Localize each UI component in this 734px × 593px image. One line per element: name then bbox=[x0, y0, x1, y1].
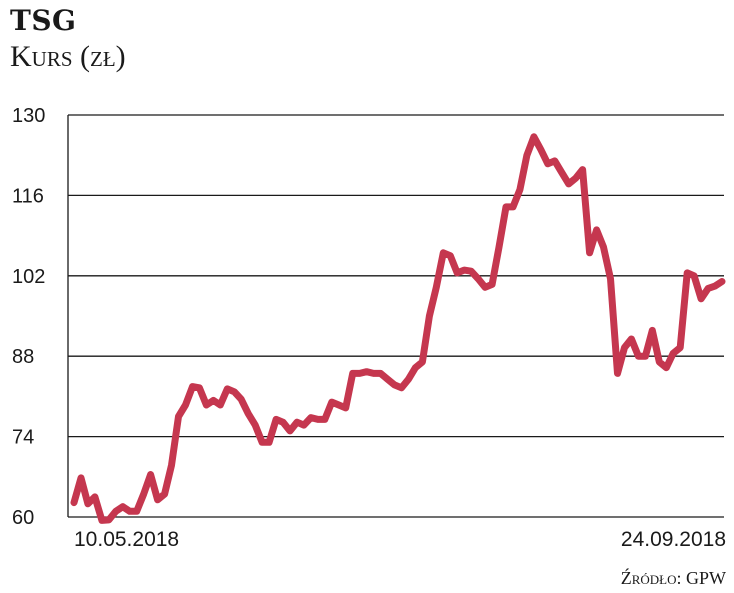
series-line-0 bbox=[70, 133, 726, 524]
x-label-start: 10.05.2018 bbox=[74, 528, 179, 551]
y-axis-labels: 60 74 88 102 116 130 bbox=[12, 105, 45, 529]
chart-title: TSG bbox=[10, 4, 77, 37]
y-tick-label: 102 bbox=[12, 266, 45, 288]
y-tick-label: 60 bbox=[12, 507, 34, 529]
y-tick-label: 116 bbox=[12, 185, 44, 207]
y-tick-label: 74 bbox=[12, 427, 34, 449]
grid-lines bbox=[67, 114, 724, 518]
series-group bbox=[70, 133, 726, 524]
x-axis-labels: 10.05.2018 24.09.2018 bbox=[74, 528, 726, 551]
source-note: Źródło: GPW bbox=[620, 568, 726, 588]
y-tick-label: 88 bbox=[12, 346, 34, 368]
chart-subtitle: Kurs (zł) bbox=[10, 40, 126, 73]
x-label-end: 24.09.2018 bbox=[621, 528, 726, 551]
y-tick-label: 130 bbox=[12, 105, 45, 127]
